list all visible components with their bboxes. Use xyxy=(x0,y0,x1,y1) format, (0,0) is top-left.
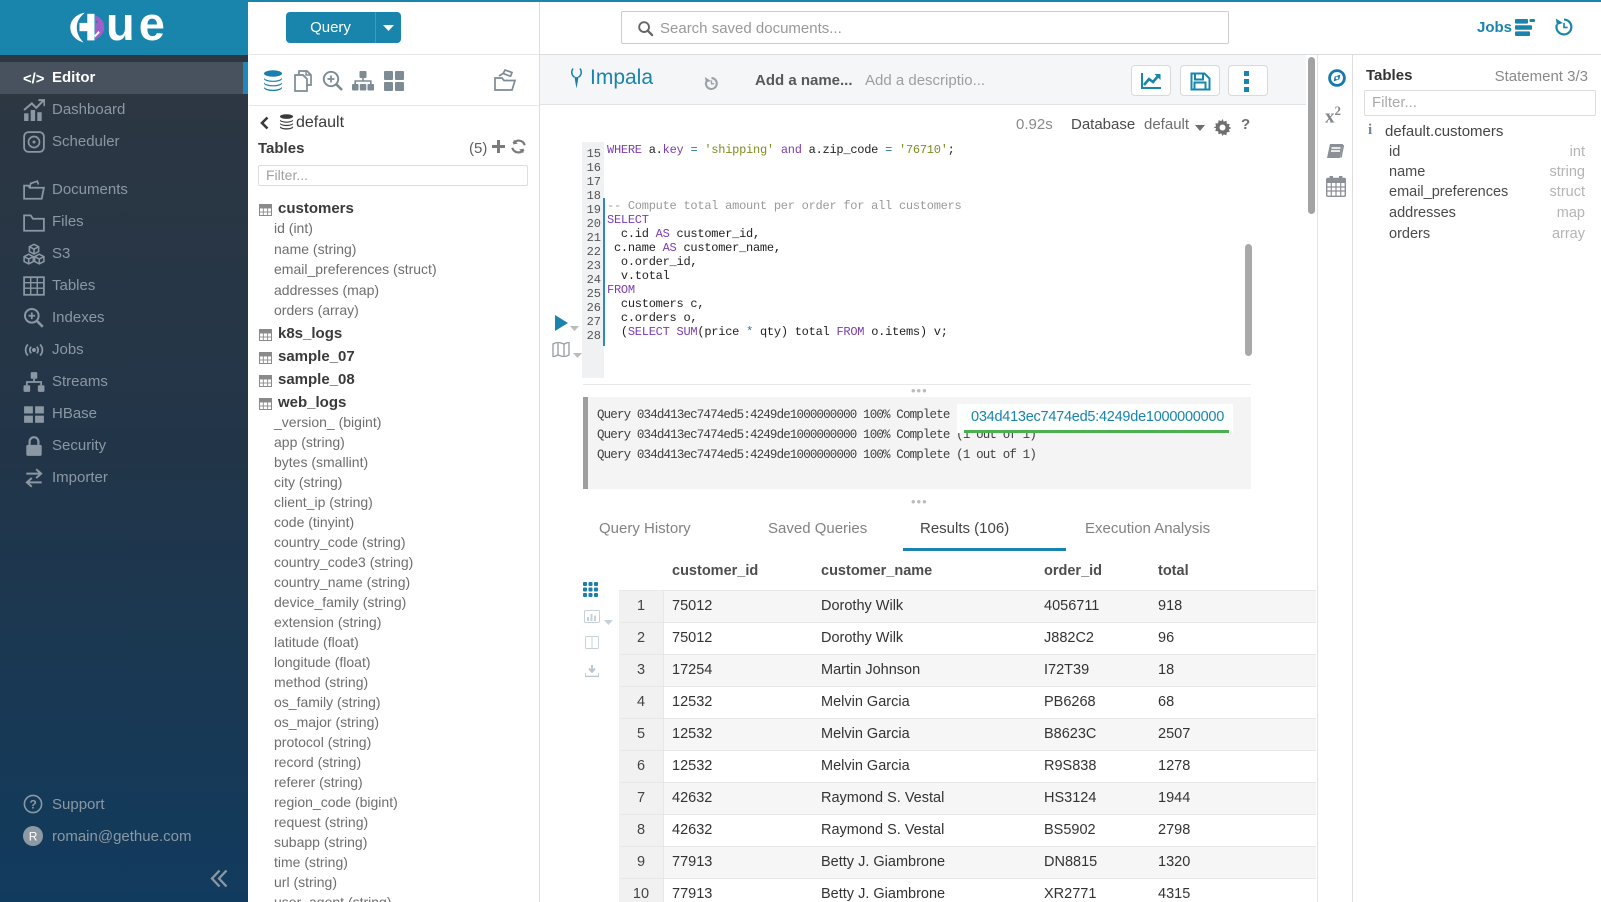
svg-text:ue: ue xyxy=(106,0,169,50)
svg-text:</>: </> xyxy=(23,72,45,88)
svg-text:R: R xyxy=(29,830,38,844)
svg-text:?: ? xyxy=(30,798,37,812)
